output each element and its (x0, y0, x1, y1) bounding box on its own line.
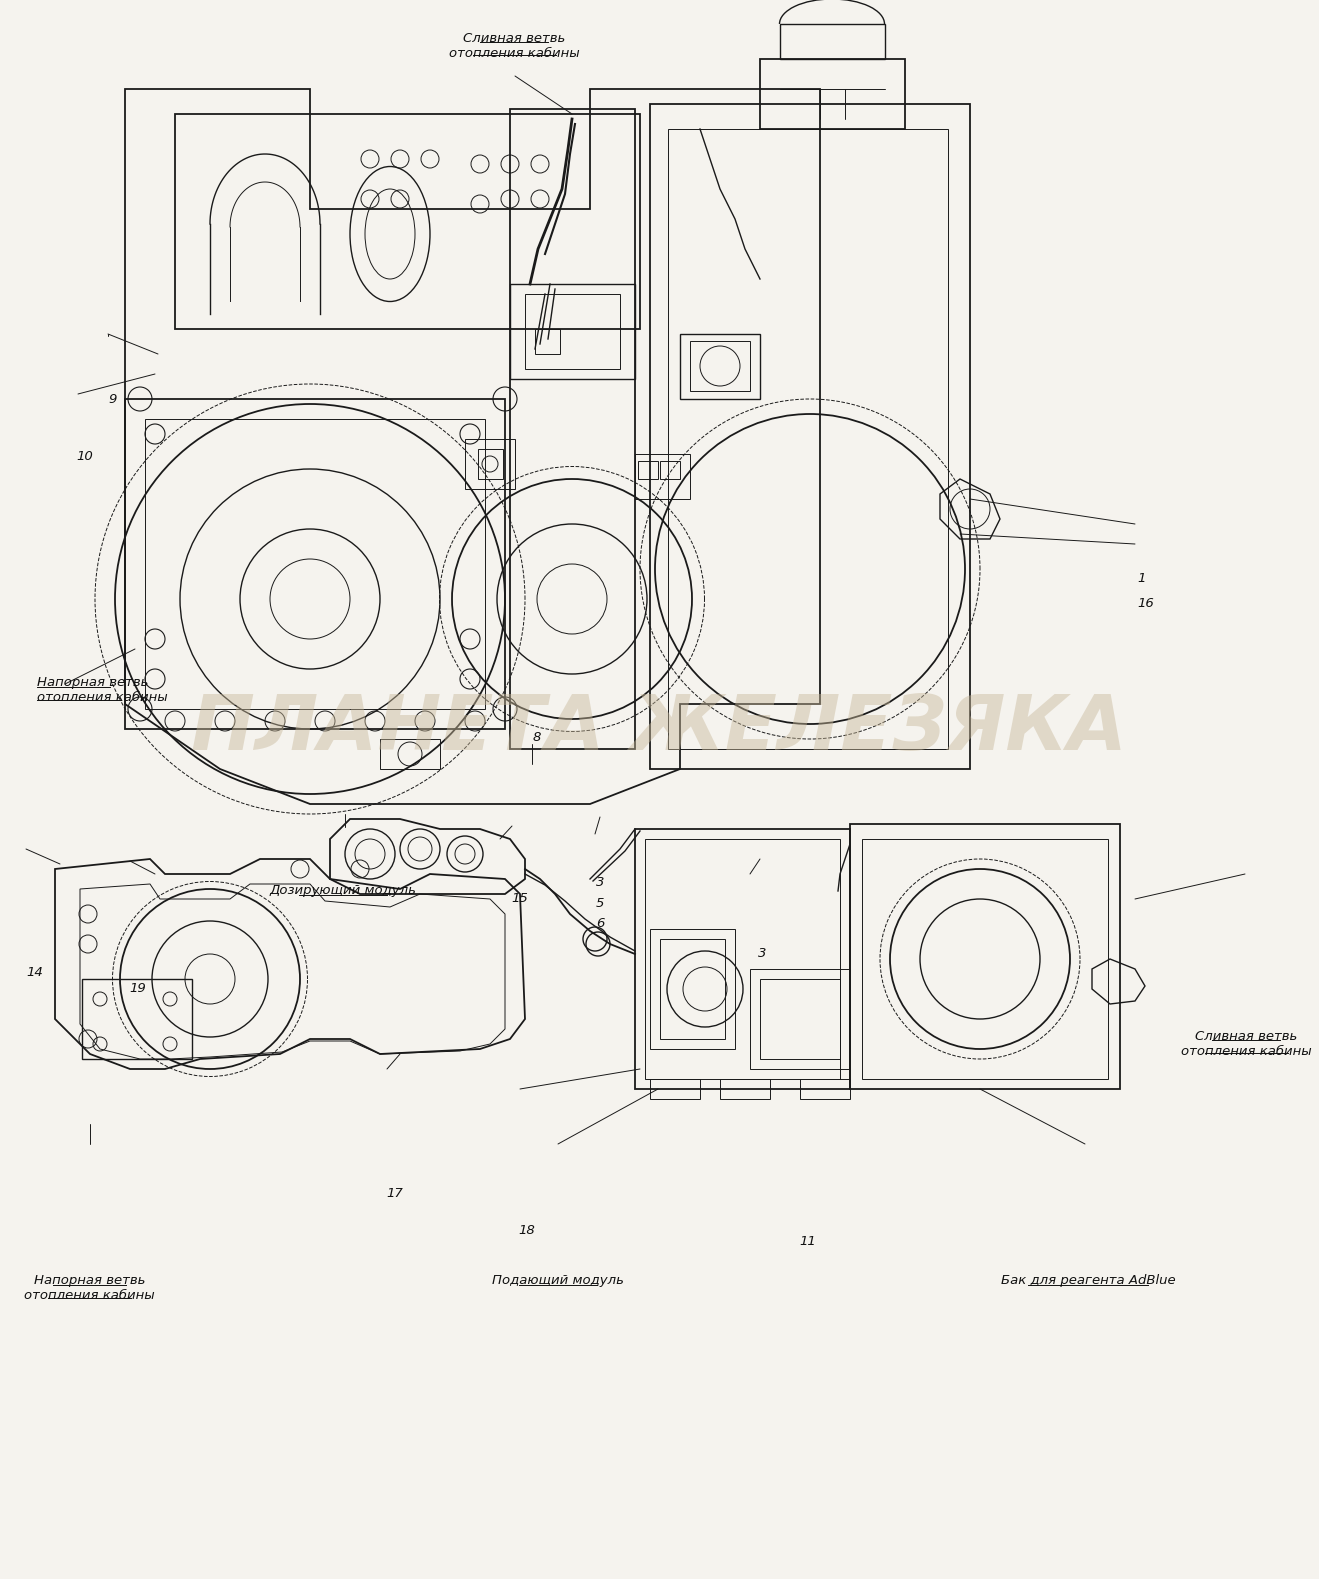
Text: Сливная ветвь
отопления кабины: Сливная ветвь отопления кабины (1181, 1030, 1312, 1058)
Bar (634, 455, 690, 499)
Text: Сливная ветвь
отопления кабины: Сливная ветвь отопления кабины (448, 32, 580, 60)
Bar (125, 399, 505, 729)
Bar (82, 979, 193, 1060)
Bar (760, 979, 840, 1060)
Text: ПЛАНЕТА ЖЕЛЕЗЯКА: ПЛАНЕТА ЖЕЛЕЗЯКА (191, 692, 1126, 766)
Bar (477, 448, 503, 478)
Text: 14: 14 (26, 966, 44, 979)
Bar (536, 328, 561, 354)
Text: 16: 16 (1137, 597, 1154, 609)
Bar (650, 104, 969, 769)
Bar (690, 341, 751, 392)
Bar (145, 418, 485, 709)
Bar (720, 1078, 770, 1099)
Text: Напорная ветвь
отопления кабины: Напорная ветвь отопления кабины (37, 676, 168, 704)
Bar (863, 838, 1108, 1078)
Bar (801, 1078, 849, 1099)
Bar (175, 114, 640, 328)
Bar (681, 335, 760, 399)
Bar (660, 940, 725, 1039)
Bar (780, 24, 885, 58)
Text: 11: 11 (799, 1235, 816, 1247)
Bar (380, 739, 441, 769)
Bar (667, 129, 948, 748)
Text: 6: 6 (596, 917, 604, 930)
Text: 5: 5 (596, 897, 604, 910)
Text: 17: 17 (386, 1187, 404, 1200)
Text: 19: 19 (129, 982, 146, 995)
Bar (466, 439, 514, 489)
Bar (849, 824, 1120, 1090)
Bar (645, 838, 840, 1078)
Bar (638, 461, 658, 478)
Bar (660, 461, 681, 478)
Bar (650, 1078, 700, 1099)
Text: 10: 10 (77, 450, 94, 463)
Bar (650, 928, 735, 1048)
Text: 15: 15 (512, 892, 529, 905)
Text: 3: 3 (758, 947, 766, 960)
Text: 1: 1 (1137, 572, 1145, 584)
Bar (510, 284, 634, 379)
Text: 3: 3 (596, 876, 604, 889)
Text: Подающий модуль: Подающий модуль (492, 1274, 624, 1287)
Bar (760, 58, 905, 129)
Text: 9: 9 (108, 393, 116, 406)
Text: Напорная ветвь
отопления кабины: Напорная ветвь отопления кабины (24, 1274, 156, 1303)
Text: Бак для реагента AdBlue: Бак для реагента AdBlue (1001, 1274, 1175, 1287)
Bar (510, 109, 634, 748)
Bar (751, 970, 849, 1069)
Text: Дозирующий модуль: Дозирующий модуль (269, 884, 417, 897)
Bar (525, 294, 620, 369)
Bar (634, 829, 849, 1090)
Text: 8: 8 (533, 731, 541, 744)
Text: 18: 18 (518, 1224, 536, 1236)
